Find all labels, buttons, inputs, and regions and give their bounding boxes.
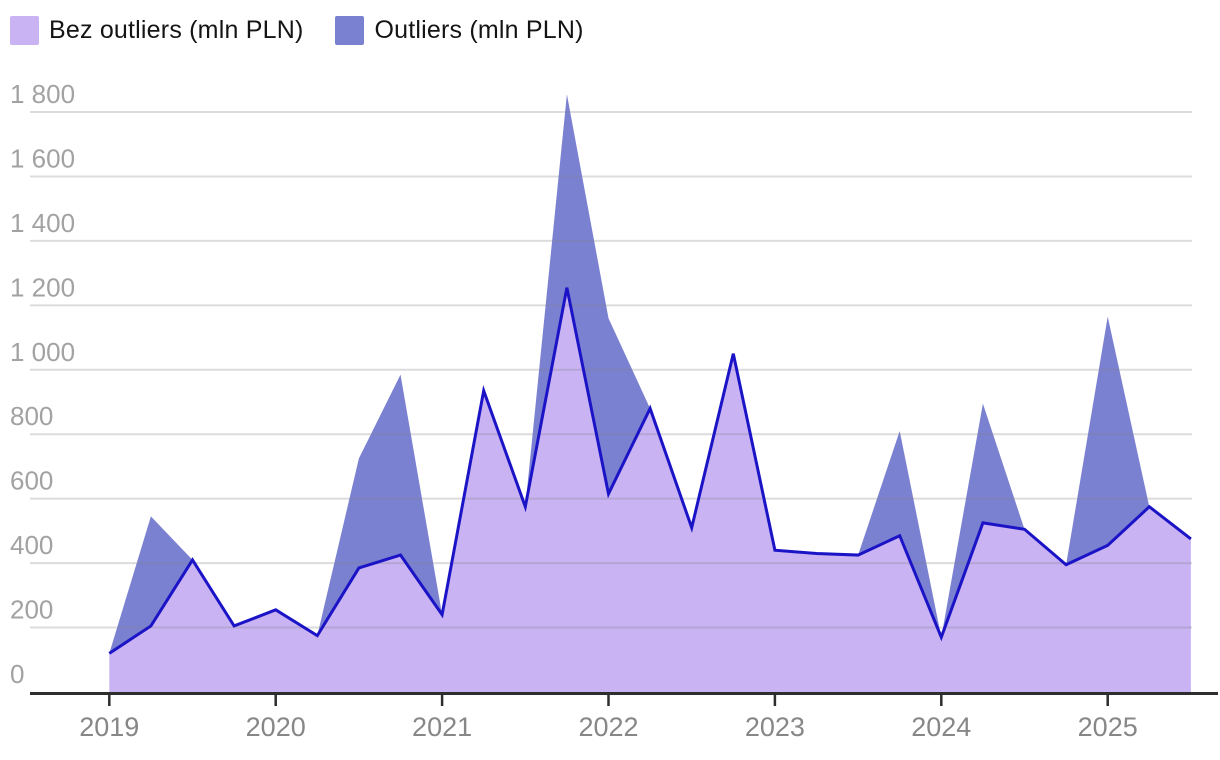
bez-outliers-line <box>108 287 1192 655</box>
y-axis-tick-label: 1 200 <box>10 272 75 302</box>
legend-label-outliers: Outliers (mln PLN) <box>374 16 584 44</box>
area-bez-outliers <box>109 287 1191 692</box>
area-outliers <box>109 516 193 654</box>
chart-legend: Bez outliers (mln PLN) Outliers (mln PLN… <box>10 16 584 45</box>
y-axis-tick-label: 1 000 <box>10 337 75 367</box>
area-outliers <box>525 94 651 507</box>
y-axis-tick-label: 1 400 <box>10 208 75 238</box>
y-axis-tick-label: 600 <box>10 466 53 496</box>
x-axis-tick-label: 2022 <box>578 712 638 742</box>
y-axis-tick-label: 200 <box>10 595 53 625</box>
y-axis-tick-label: 1 800 <box>10 79 75 109</box>
x-axis-tick-label: 2021 <box>412 712 472 742</box>
area-outliers <box>317 374 443 636</box>
x-axis-tick-label: 2020 <box>246 712 306 742</box>
y-axis-tick-label: 1 600 <box>10 143 75 173</box>
x-axis-tick-label: 2025 <box>1078 712 1138 742</box>
x-axis-tick-label: 2019 <box>79 712 139 742</box>
legend-swatch-outliers-icon <box>335 16 365 45</box>
y-axis-tick-label: 800 <box>10 401 53 431</box>
y-axis-tick-label: 0 <box>10 659 24 689</box>
legend-item-outliers: Outliers (mln PLN) <box>335 16 583 45</box>
x-axis-tick-label: 2024 <box>911 712 971 742</box>
y-axis-tick-label: 400 <box>10 530 53 560</box>
x-axis-tick-label: 2023 <box>745 712 805 742</box>
legend-item-bez-outliers: Bez outliers (mln PLN) <box>10 16 303 45</box>
legend-label-bez-outliers: Bez outliers (mln PLN) <box>49 16 304 44</box>
area-outliers <box>1066 316 1150 565</box>
legend-swatch-bez-outliers-icon <box>10 16 39 45</box>
